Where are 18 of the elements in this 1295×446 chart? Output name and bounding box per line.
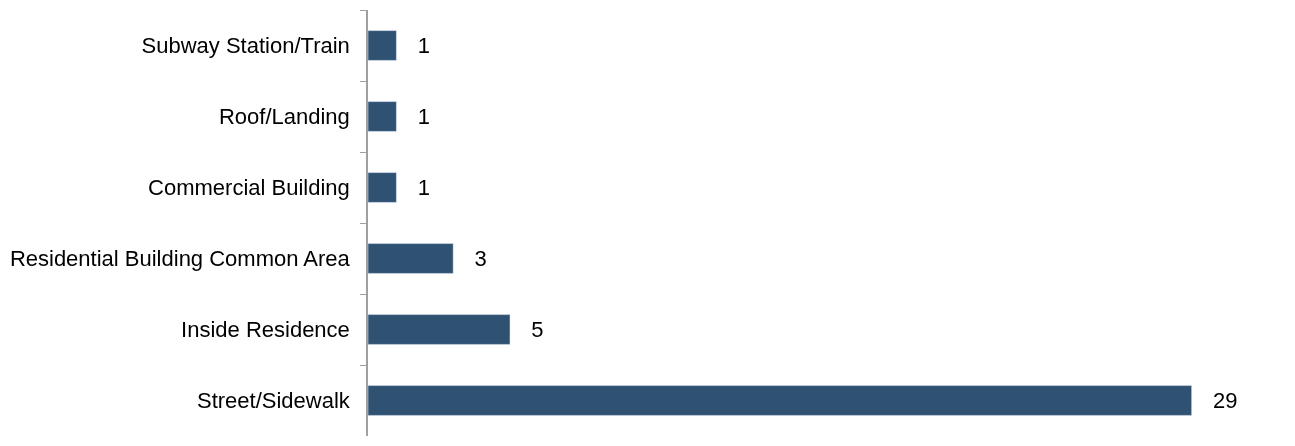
y-tick-label: Residential Building Common Area	[9, 246, 351, 272]
data-label: 1	[399, 104, 430, 129]
data-label: 1	[399, 175, 430, 200]
y-tick-label: Subway Station/Train	[141, 33, 350, 59]
bar	[368, 30, 397, 61]
y-tick-label: Roof/Landing	[218, 104, 350, 130]
bar	[368, 101, 397, 132]
data-label: 29	[1194, 388, 1238, 413]
y-tick-label: Inside Residence	[181, 317, 350, 343]
data-label: 5	[513, 317, 544, 342]
bar	[368, 172, 397, 203]
y-tick-label: Street/Sidewalk	[196, 388, 351, 414]
y-tick-label: Commercial Building	[148, 175, 350, 201]
bar	[368, 243, 454, 274]
data-label: 1	[399, 33, 430, 58]
data-label: 3	[456, 246, 487, 271]
bar	[368, 385, 1192, 416]
bar	[368, 314, 511, 345]
